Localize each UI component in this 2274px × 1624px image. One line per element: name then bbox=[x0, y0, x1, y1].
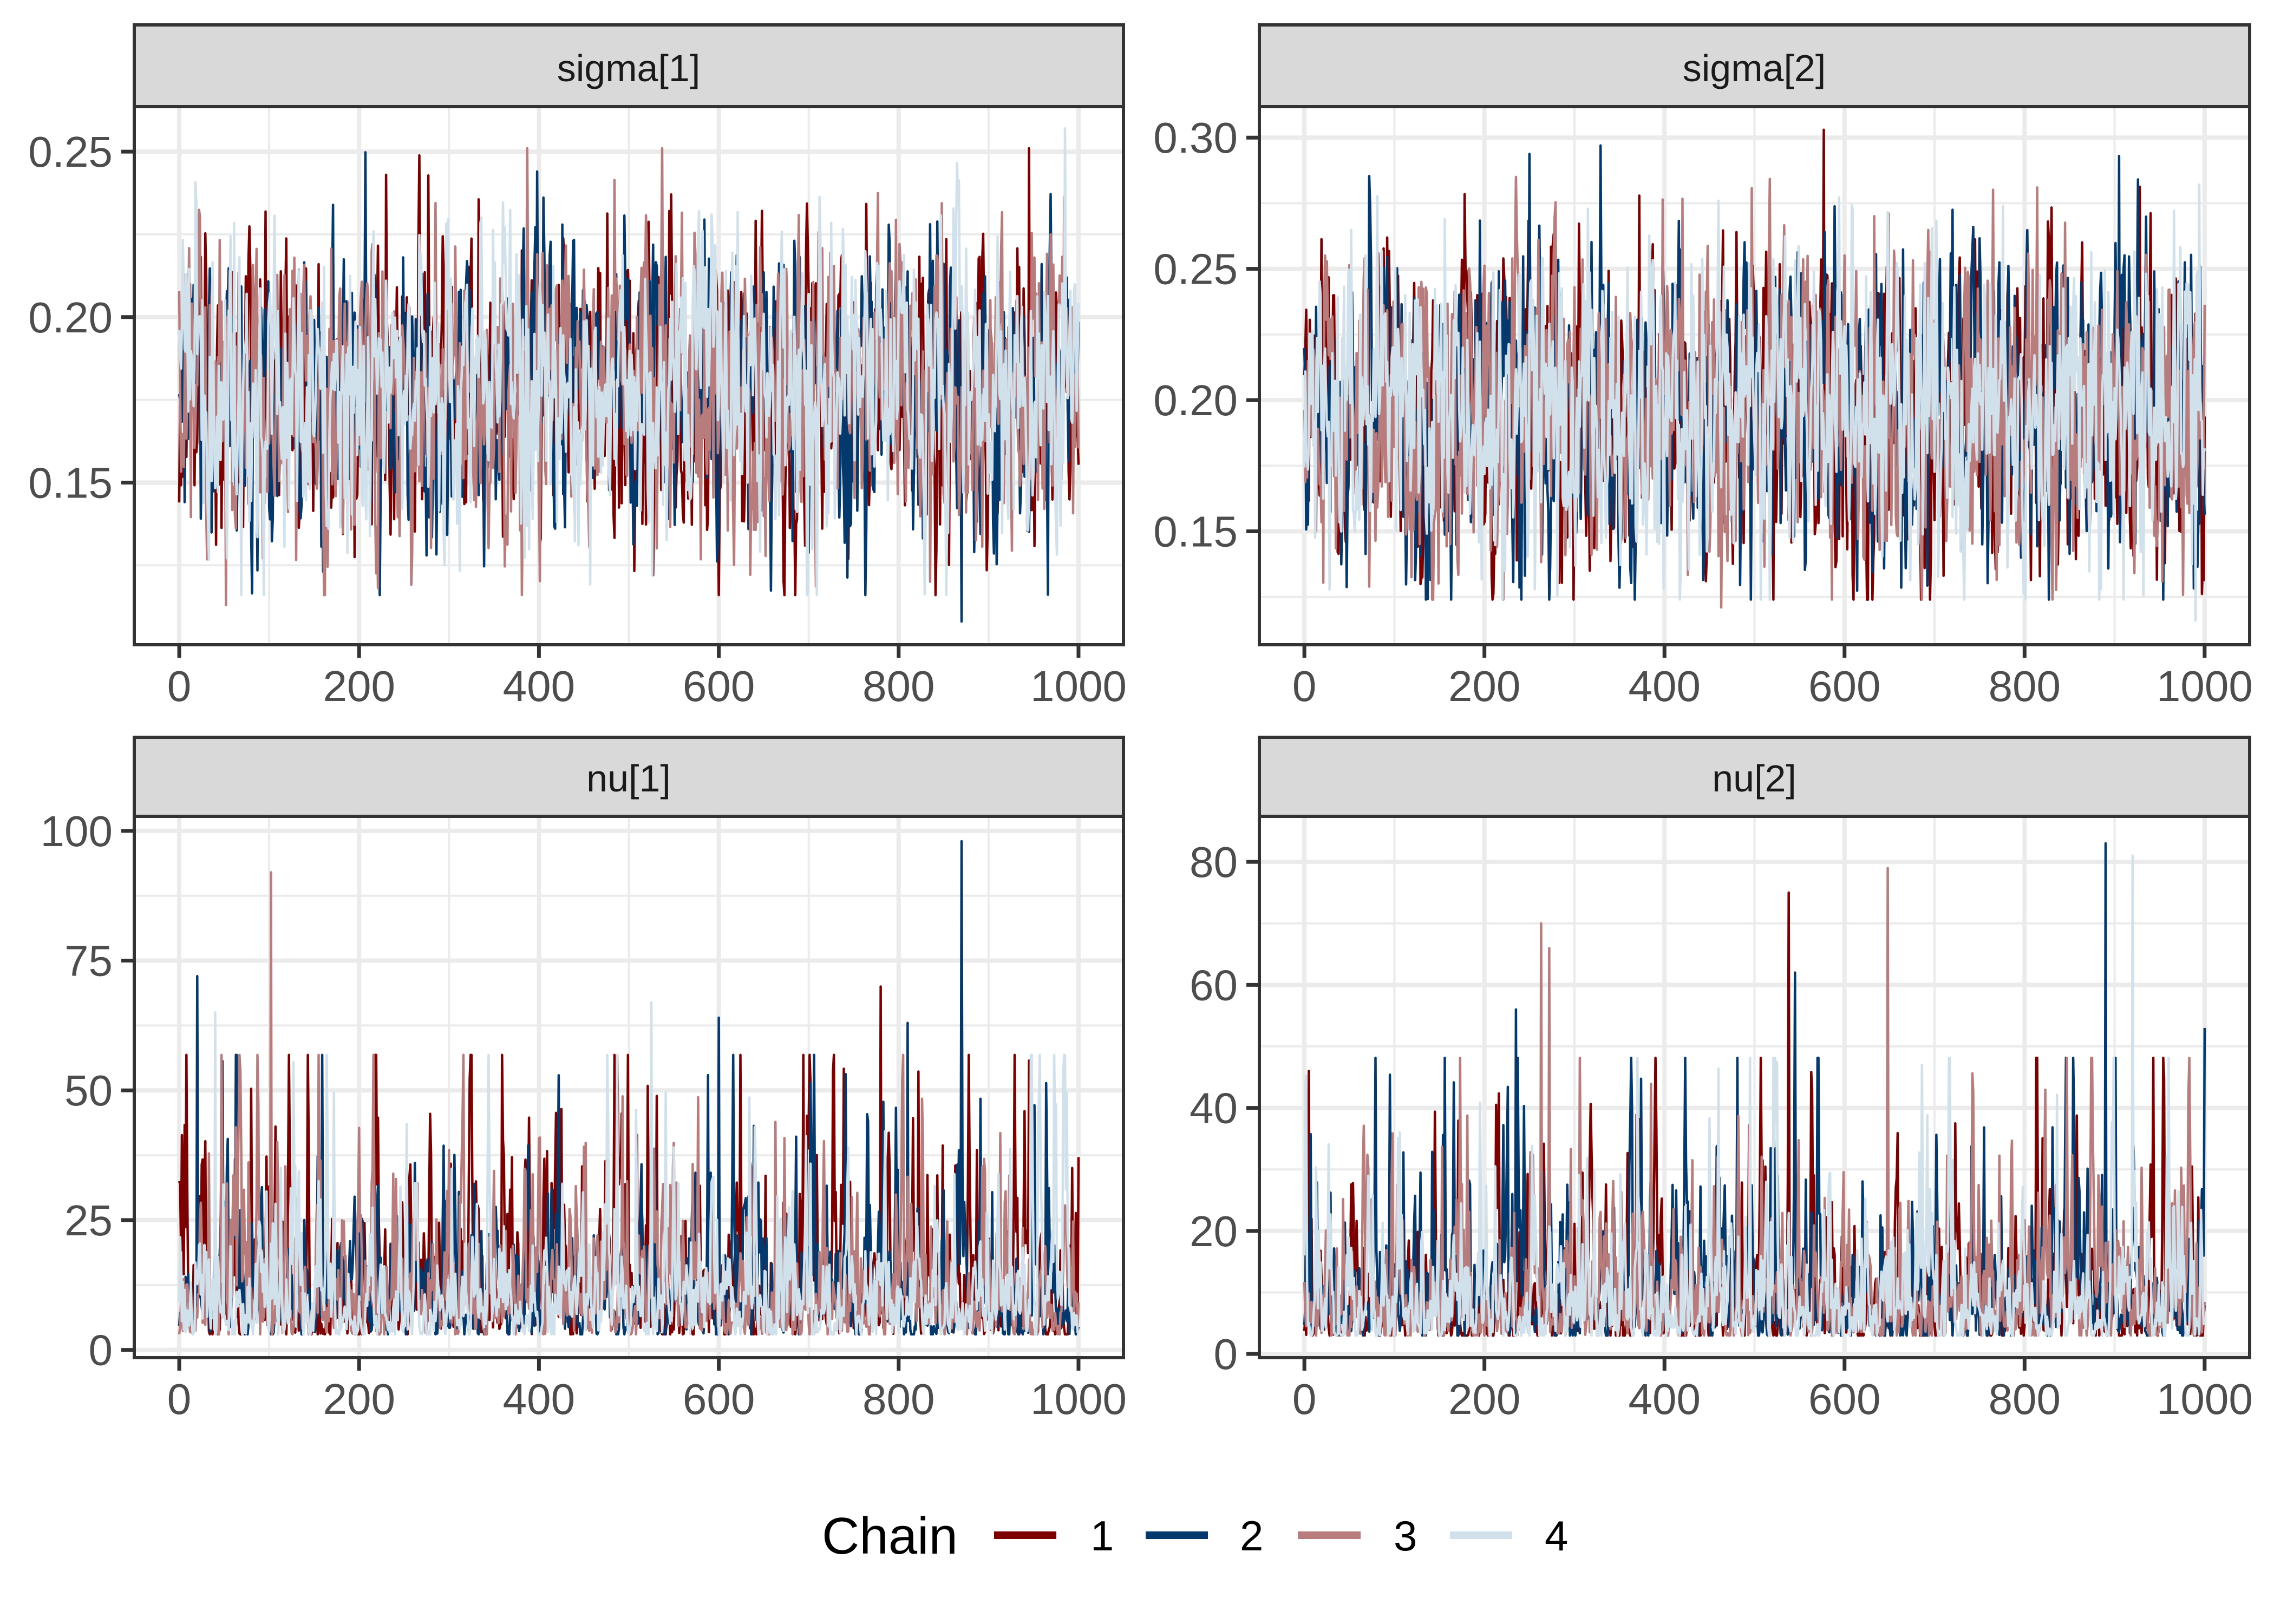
trace-line-chain-2 bbox=[1303, 842, 2206, 1337]
legend-item-chain-3[interactable]: 3 bbox=[1298, 1512, 1417, 1560]
strip-label: sigma[1] bbox=[557, 47, 701, 89]
y-tick-label: 75 bbox=[64, 937, 113, 985]
strip-background bbox=[1258, 23, 2251, 108]
y-tick-label: 80 bbox=[1190, 838, 1238, 886]
trace-line-chain-4 bbox=[1303, 183, 2206, 622]
facet-panel-sigma-1: sigma[1] 0.15 0.20 0.25 0 200 400 600 800 1000 bbox=[28, 23, 1127, 710]
x-tick-label: 1000 bbox=[1030, 662, 1127, 710]
legend-label: 3 bbox=[1394, 1512, 1417, 1560]
legend: Chain 1 2 3 4 bbox=[822, 1507, 1568, 1565]
x-tick-label: 200 bbox=[1448, 662, 1520, 710]
x-tick-label: 0 bbox=[1292, 662, 1317, 710]
strip-background bbox=[133, 23, 1125, 108]
x-tick-label: 800 bbox=[1989, 662, 2061, 710]
strip-label: nu[2] bbox=[1712, 757, 1796, 800]
chain-traces bbox=[1303, 842, 2206, 1337]
legend-item-chain-4[interactable]: 4 bbox=[1450, 1512, 1568, 1560]
axis-ticks: 0.15 0.20 0.25 0 200 400 600 800 1000 bbox=[28, 128, 1127, 710]
x-tick-label: 0 bbox=[1292, 1375, 1317, 1423]
facet-panel-sigma-2: sigma[2] 0.15 0.20 0.25 0.30 0 200 400 600 800 10… bbox=[1153, 23, 2253, 710]
x-tick-label: 0 bbox=[167, 1375, 192, 1423]
legend-label: 4 bbox=[1545, 1512, 1568, 1560]
y-tick-label: 20 bbox=[1190, 1207, 1238, 1255]
legend-label: 1 bbox=[1090, 1512, 1114, 1560]
x-tick-label: 600 bbox=[683, 1375, 755, 1423]
chain-traces bbox=[178, 127, 1080, 623]
y-tick-label: 0.20 bbox=[1153, 376, 1238, 424]
x-tick-label: 400 bbox=[503, 1375, 575, 1423]
x-tick-label: 200 bbox=[323, 1375, 395, 1423]
panel-border bbox=[133, 105, 1125, 646]
x-tick-label: 800 bbox=[862, 662, 935, 710]
y-tick-label: 0.15 bbox=[28, 459, 113, 507]
strip-background bbox=[1258, 736, 2251, 818]
x-tick-label: 800 bbox=[1989, 1375, 2061, 1423]
strip-background bbox=[133, 736, 1125, 818]
y-tick-label: 0.30 bbox=[1153, 114, 1238, 162]
y-tick-label: 0.25 bbox=[28, 128, 113, 176]
y-tick-label: 0 bbox=[89, 1326, 113, 1374]
y-tick-label: 25 bbox=[64, 1196, 113, 1245]
legend-item-chain-1[interactable]: 1 bbox=[994, 1512, 1114, 1560]
chain-traces bbox=[1303, 128, 2206, 622]
x-tick-label: 1000 bbox=[2157, 662, 2253, 710]
x-tick-label: 600 bbox=[1808, 662, 1880, 710]
y-tick-label: 40 bbox=[1190, 1084, 1238, 1132]
x-tick-label: 200 bbox=[1448, 1375, 1520, 1423]
strip-label: nu[1] bbox=[586, 757, 671, 800]
x-tick-label: 1000 bbox=[1030, 1375, 1127, 1423]
axis-ticks: 0.15 0.20 0.25 0.30 0 200 400 600 800 1000 bbox=[1153, 114, 2253, 710]
y-tick-label: 60 bbox=[1190, 961, 1238, 1009]
panel-border bbox=[1258, 815, 2251, 1359]
x-tick-label: 800 bbox=[862, 1375, 935, 1423]
x-tick-label: 600 bbox=[1808, 1375, 1880, 1423]
y-tick-label: 0.25 bbox=[1153, 245, 1238, 293]
chain-traces bbox=[178, 840, 1080, 1336]
x-tick-label: 400 bbox=[1628, 662, 1700, 710]
y-tick-label: 0.15 bbox=[1153, 508, 1238, 556]
trace-line-chain-4 bbox=[178, 1000, 1080, 1336]
x-tick-label: 600 bbox=[683, 662, 755, 710]
trace-line-chain-4 bbox=[178, 127, 1080, 597]
y-tick-label: 50 bbox=[64, 1066, 113, 1115]
y-tick-label: 0 bbox=[1214, 1330, 1238, 1378]
x-tick-label: 0 bbox=[167, 662, 192, 710]
panel-border bbox=[133, 815, 1125, 1359]
x-tick-label: 1000 bbox=[2157, 1375, 2253, 1423]
x-tick-label: 400 bbox=[1628, 1375, 1700, 1423]
x-tick-label: 200 bbox=[323, 662, 395, 710]
legend-item-chain-2[interactable]: 2 bbox=[1146, 1512, 1263, 1560]
panel-border bbox=[1258, 105, 2251, 646]
legend-title: Chain bbox=[822, 1507, 958, 1565]
y-tick-label: 100 bbox=[41, 807, 113, 855]
y-tick-label: 0.20 bbox=[28, 293, 113, 342]
x-tick-label: 400 bbox=[503, 662, 575, 710]
trace-line-chain-4 bbox=[1303, 854, 2206, 1337]
legend-label: 2 bbox=[1240, 1512, 1263, 1560]
strip-label: sigma[2] bbox=[1683, 47, 1826, 89]
